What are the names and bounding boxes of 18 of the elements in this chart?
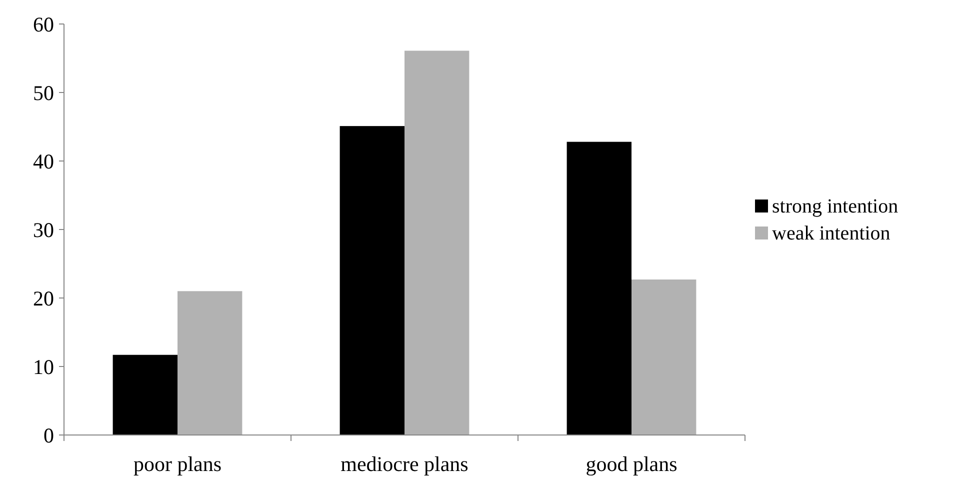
- x-tick-label: good plans: [586, 452, 678, 476]
- y-tick-label: 50: [33, 80, 54, 105]
- y-tick-label: 10: [33, 354, 54, 379]
- x-tick-label: poor plans: [133, 452, 222, 476]
- y-tick-label: 60: [33, 12, 54, 36]
- bar: [112, 354, 178, 435]
- y-tick-label: 30: [33, 218, 54, 242]
- bar: [178, 291, 242, 435]
- legend-label: weak intention: [772, 222, 890, 244]
- y-tick-label: 40: [33, 149, 54, 174]
- y-tick-label: 20: [33, 286, 54, 310]
- bar: [404, 50, 470, 435]
- bar: [340, 126, 404, 435]
- x-tick-label: mediocre plans: [340, 452, 468, 476]
- bar: [566, 142, 632, 435]
- y-tick-label: 0: [44, 423, 54, 448]
- legend-label: strong intention: [772, 196, 898, 218]
- bar: [632, 280, 696, 435]
